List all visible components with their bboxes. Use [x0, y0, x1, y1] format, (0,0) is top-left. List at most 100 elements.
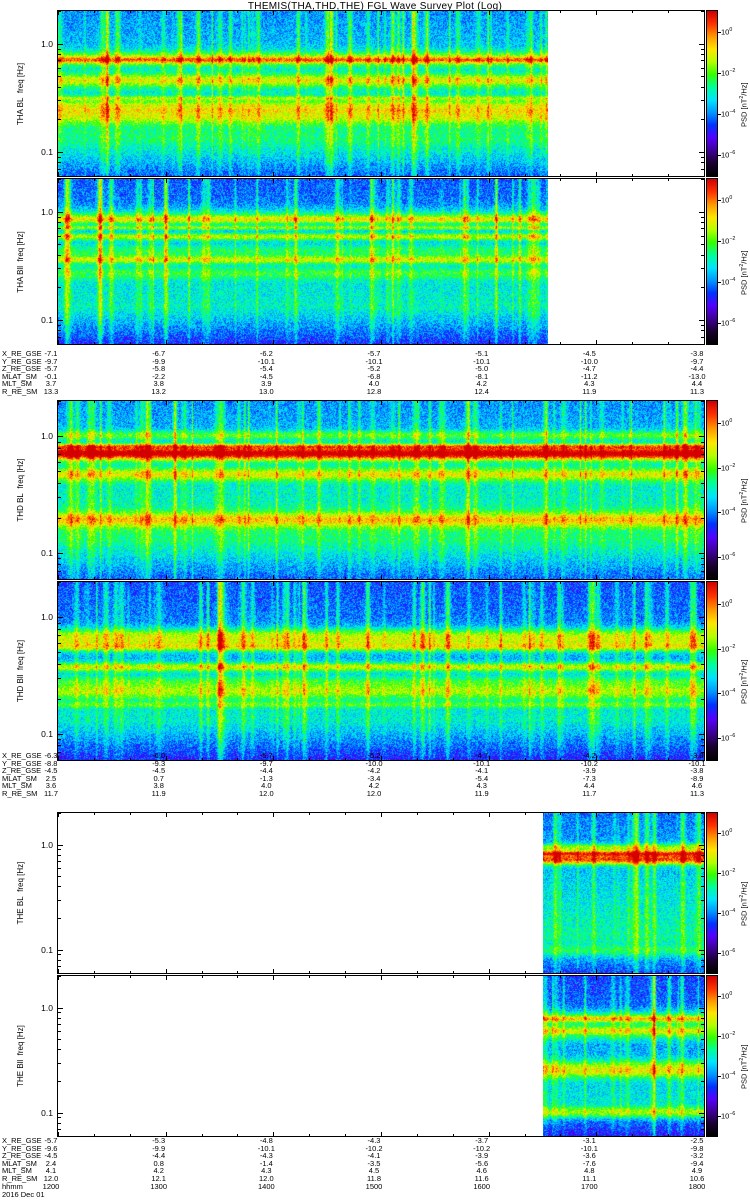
y-tick-mark	[57, 151, 63, 153]
y-minor-tick	[701, 1122, 705, 1124]
y-minor-tick	[57, 330, 61, 332]
y-minor-tick	[57, 67, 61, 69]
annot-value: -5.7	[44, 364, 58, 374]
colorbar-tick-mark	[718, 913, 721, 914]
spectrogram-panel-tha-bpar[interactable]	[57, 178, 705, 345]
x-minor-tick	[201, 178, 203, 181]
x-tick-mark	[273, 969, 275, 974]
x-tick-mark	[273, 975, 275, 980]
x-minor-tick	[237, 758, 239, 761]
x-tick-mark	[273, 575, 275, 580]
annot-value: -4.5	[582, 349, 596, 358]
x-tick-mark	[273, 340, 275, 345]
y-minor-tick	[701, 11, 705, 12]
x-minor-tick	[129, 174, 131, 177]
y-minor-tick	[701, 330, 705, 332]
y-minor-tick	[701, 867, 705, 869]
y-minor-tick	[701, 54, 705, 56]
spectrogram-panel-tha-bperp[interactable]	[57, 10, 705, 177]
annot-value: -3.7	[475, 1136, 489, 1145]
y-minor-tick	[701, 813, 705, 814]
x-minor-tick	[416, 581, 418, 584]
freq-unit-label: freq [Hz]	[16, 861, 25, 892]
x-minor-tick	[93, 1134, 95, 1137]
colorbar-tick-mark	[718, 996, 721, 997]
y-tick-mark	[57, 553, 63, 555]
x-minor-tick	[668, 758, 670, 761]
annot-value: -7.1	[44, 349, 58, 358]
y-minor-tick	[57, 86, 61, 88]
spectrogram-panel-the-bpar[interactable]	[57, 975, 705, 1137]
x-minor-tick	[452, 10, 454, 13]
y-minor-tick	[701, 849, 705, 851]
x-minor-tick	[524, 812, 526, 815]
colorbar-tick-the-bperp-3: 10−6	[721, 948, 736, 958]
annot-row-label-mlt_sm: MLT_SM	[2, 1166, 32, 1176]
x-tick-mark	[704, 812, 705, 817]
y-minor-tick	[57, 965, 61, 967]
x-minor-tick	[93, 975, 95, 978]
y-minor-tick	[57, 235, 61, 237]
annot-thd: X_RE_GSE Y_RE_GSE Z_RE_GSE MLAT_SM MLT_SM R_R…	[0, 752, 750, 808]
x-minor-tick	[560, 342, 562, 345]
colorbar-tick-the-bpar-0: 100	[721, 991, 733, 1001]
spectrogram-panel-thd-bperp[interactable]	[57, 400, 705, 580]
y-minor-tick	[57, 558, 61, 560]
colorbar-thd-bpar[interactable]	[706, 581, 718, 761]
x-tick-mark	[596, 178, 598, 183]
annot-value: -2.2	[152, 371, 166, 381]
annot-value: 11.3	[689, 387, 705, 396]
y-minor-tick	[701, 1023, 705, 1025]
annot-row-label-mlat_sm: MLAT_SM	[2, 1158, 37, 1168]
y-minor-tick	[701, 222, 705, 224]
spectrogram-panel-thd-bpar[interactable]	[57, 581, 705, 761]
x-minor-tick	[632, 581, 634, 584]
annot-row-label-r_re_sm: R_RE_SM	[2, 789, 38, 798]
x-minor-tick	[309, 577, 311, 580]
x-minor-tick	[201, 174, 203, 177]
x-minor-tick	[309, 178, 311, 181]
panel-name-label: THA Bll	[16, 265, 25, 293]
x-minor-tick	[129, 581, 131, 584]
annot-value: 13.3	[43, 387, 59, 396]
annot-value: 4.6	[691, 781, 703, 791]
y-tick-mark	[699, 1112, 705, 1114]
x-tick-mark	[488, 178, 490, 183]
x-minor-tick	[524, 174, 526, 177]
x-minor-tick	[345, 342, 347, 345]
y-minor-tick	[57, 60, 61, 62]
annot-value: -9.4	[690, 1158, 704, 1168]
x-tick-mark	[596, 10, 598, 15]
x-minor-tick	[524, 342, 526, 345]
annot-value: -10.0	[580, 356, 598, 366]
x-minor-tick	[345, 975, 347, 978]
colorbar-axis-label-the-bperp: PSD [nT2/Hz]	[739, 881, 749, 926]
y-minor-tick	[57, 54, 61, 56]
colorbar-tha-bperp[interactable]	[706, 10, 718, 177]
colorbar-the-bperp[interactable]	[706, 812, 718, 974]
x-minor-tick	[237, 342, 239, 345]
x-minor-tick	[560, 581, 562, 584]
annot-value: 4.4	[584, 781, 595, 791]
x-minor-tick	[201, 342, 203, 345]
y-tick-the-bperp-0: 1.0	[41, 839, 53, 850]
y-minor-tick	[57, 401, 61, 402]
y-minor-tick	[57, 752, 61, 754]
annot-value: -8.1	[475, 371, 489, 381]
colorbar-tick-mark	[718, 31, 721, 33]
x-minor-tick	[237, 400, 239, 403]
x-tick-mark	[58, 340, 59, 345]
colorbar-tha-bpar[interactable]	[706, 178, 718, 345]
annot-value: -5.6	[475, 1158, 489, 1168]
annot-value: -5.1	[475, 349, 489, 358]
x-tick-mark	[58, 10, 59, 15]
y-minor-tick	[57, 156, 61, 158]
colorbar-the-bpar[interactable]	[706, 975, 718, 1137]
spectrogram-panel-the-bperp[interactable]	[57, 812, 705, 974]
y-minor-tick	[57, 886, 61, 888]
colorbar-thd-bperp[interactable]	[706, 400, 718, 580]
freq-unit-label: freq [Hz]	[16, 639, 25, 671]
x-tick-mark	[381, 178, 382, 183]
annot-value: -6.0	[152, 751, 166, 760]
x-minor-tick	[93, 10, 95, 13]
